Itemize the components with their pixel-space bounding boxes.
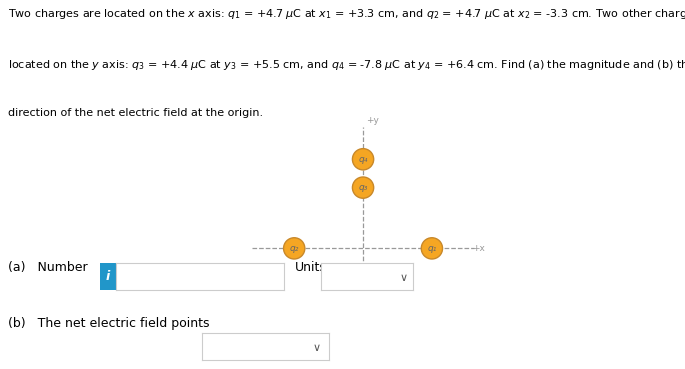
Text: (b)   The net electric field points: (b) The net electric field points [8,317,210,330]
Text: ∨: ∨ [312,343,320,353]
Text: (a)   Number: (a) Number [8,261,88,274]
Text: direction of the net electric field at the origin.: direction of the net electric field at t… [8,108,263,118]
Text: i: i [106,270,110,283]
Text: Units: Units [295,261,327,274]
Text: +y: +y [366,116,379,125]
Text: q₁: q₁ [427,244,436,253]
Text: located on the $y$ axis: $q_3$ = +4.4 $\mu$C at $y_3$ = +5.5 cm, and $q_4$ = -7.: located on the $y$ axis: $q_3$ = +4.4 $\… [8,58,685,72]
Circle shape [284,238,305,259]
Text: +x: +x [473,244,485,253]
Text: q₂: q₂ [290,244,299,253]
Text: ∨: ∨ [400,273,408,283]
Text: q₄: q₄ [358,155,368,164]
Text: Two charges are located on the $x$ axis: $q_1$ = +4.7 $\mu$C at $x_1$ = +3.3 cm,: Two charges are located on the $x$ axis:… [8,7,685,21]
Text: q₃: q₃ [358,183,368,192]
Circle shape [352,149,374,170]
Circle shape [352,177,374,198]
Circle shape [421,238,443,259]
